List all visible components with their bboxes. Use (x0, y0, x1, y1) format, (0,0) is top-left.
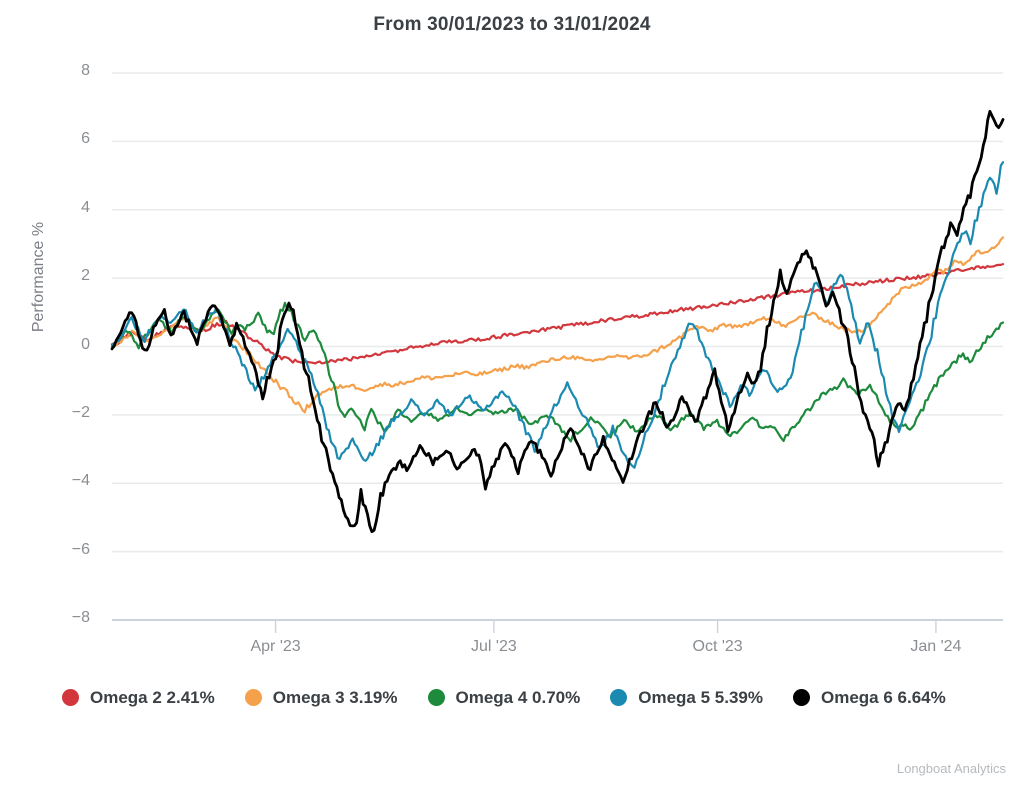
legend-label: Omega 4 0.70% (455, 687, 581, 707)
legend-color-dot (610, 689, 628, 706)
x-axis-ticks (274, 620, 937, 633)
y-tick-label: 2 (81, 267, 90, 285)
legend-label: Omega 6 6.64% (821, 687, 946, 707)
legend-color-dot (427, 689, 445, 706)
x-tick-label: Oct '23 (692, 638, 743, 655)
series-lines (110, 109, 1005, 534)
y-tick-label: −6 (71, 540, 90, 558)
credit-watermark: Longboat Analytics (896, 761, 1006, 776)
y-tick-label: 0 (81, 335, 90, 353)
y-tick-label: 4 (81, 198, 90, 216)
series-line-omega-3 (110, 236, 1005, 414)
x-tick-label: Jan '24 (910, 638, 962, 655)
x-tick-label: Apr '23 (250, 638, 301, 655)
gridlines (112, 72, 1003, 621)
legend-item-omega-2[interactable]: Omega 2 2.41% (62, 683, 215, 712)
legend-item-omega-4[interactable]: Omega 4 0.70% (427, 683, 581, 712)
y-tick-label: 8 (81, 62, 90, 79)
legend-item-omega-6[interactable]: Omega 6 6.64% (793, 683, 946, 712)
series-line-omega-6 (110, 109, 1005, 534)
legend-color-dot (244, 689, 262, 706)
legend-label: Omega 5 5.39% (638, 687, 763, 707)
y-tick-label: −2 (71, 403, 90, 421)
x-tick-label: Jul '23 (471, 638, 517, 655)
legend-item-omega-5[interactable]: Omega 5 5.39% (610, 683, 763, 712)
legend-color-dot (62, 689, 79, 706)
y-tick-label: −4 (71, 472, 90, 490)
legend-color-dot (793, 689, 810, 706)
y-tick-label: 6 (81, 130, 90, 148)
y-tick-label: −8 (71, 609, 90, 626)
legend-item-omega-3[interactable]: Omega 3 3.19% (244, 683, 398, 712)
series-line-omega-2 (110, 263, 1005, 365)
series-line-omega-5 (110, 161, 1005, 469)
legend-label: Omega 2 2.41% (90, 687, 215, 707)
chart-legend[interactable]: Omega 2 2.41% Omega 3 3.19% Omega 4 0.70% O… (62, 683, 1012, 712)
legend-label: Omega 3 3.19% (272, 687, 398, 707)
series-line-omega-4 (110, 301, 1005, 443)
chart-title: From 30/01/2023 to 31/01/2024 (373, 14, 651, 35)
